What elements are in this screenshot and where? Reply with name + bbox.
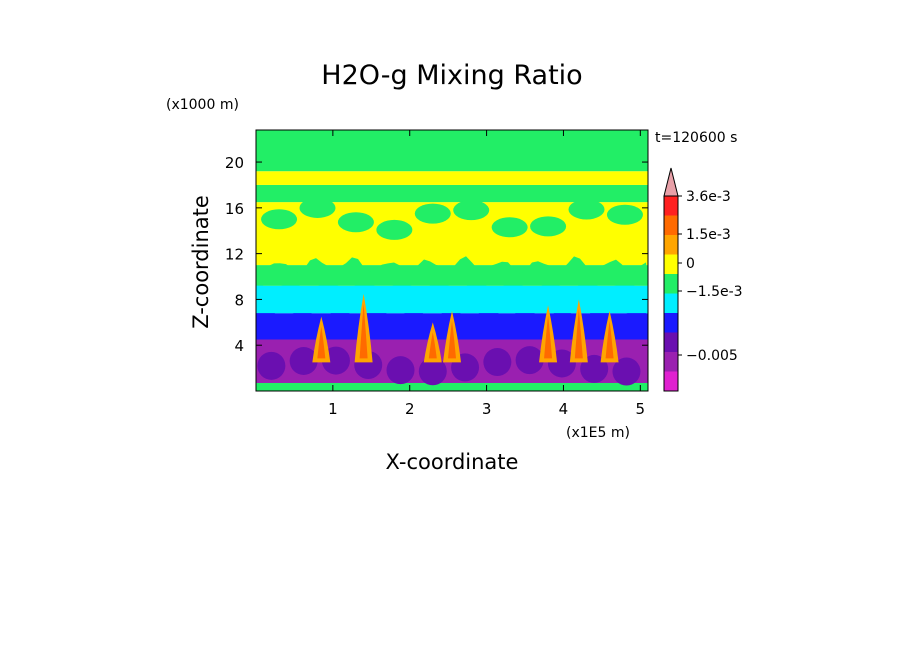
plume-core-6 [605, 320, 614, 359]
plot-frame [255, 129, 649, 392]
colorbar-frame [663, 195, 679, 392]
upper-pocket-4 [414, 203, 451, 224]
upper-pocket-3 [376, 219, 413, 240]
plume-core-5 [574, 309, 583, 359]
heatmap-plot [255, 129, 649, 392]
colorbar-label-3: −1.5e-3 [686, 284, 743, 300]
chart-title: H2O-g Mixing Ratio [321, 60, 582, 91]
colorbar-label-1: 1.5e-3 [686, 227, 731, 243]
colorbar-level-3 [664, 235, 678, 255]
y-unit-label: (x1000 m) [166, 97, 239, 113]
colorbar-level-6 [664, 293, 678, 313]
x-axis: 1 2 3 4 5 [328, 130, 645, 418]
colorbar-level-1 [664, 196, 678, 216]
colorbar-level-8 [664, 332, 678, 352]
band-6 [256, 184, 648, 203]
x-tick-label-1: 2 [405, 400, 415, 418]
y-axis-label: Z-coordinate [189, 195, 213, 329]
upper-pocket-2 [337, 212, 374, 233]
blob-11 [612, 357, 641, 386]
x-tick-label-4: 5 [636, 400, 646, 418]
colorbar-level-4 [664, 254, 678, 274]
upper-pocket-8 [568, 199, 605, 220]
x-tick-label-2: 3 [482, 400, 492, 418]
plume-core-2 [428, 332, 437, 359]
blob-4 [386, 356, 415, 385]
y-tick-label-2: 12 [225, 246, 244, 264]
colorbar-level-5 [664, 274, 678, 294]
band-8 [256, 130, 648, 172]
x-tick-label-0: 1 [328, 400, 338, 418]
y-tick-label-0: 4 [234, 337, 244, 355]
upper-pocket-5 [453, 200, 490, 221]
plume-core-1 [359, 303, 368, 359]
interface-wave-1 [256, 277, 648, 314]
colorbar: 3.6e-3 1.5e-3 0 −1.5e-3 −0.005 [663, 167, 743, 392]
band-0 [256, 382, 648, 391]
colorbar-level-7 [664, 313, 678, 333]
y-tick-label-1: 8 [234, 291, 244, 309]
upper-pocket-1 [299, 197, 336, 218]
plume-core-3 [448, 320, 456, 359]
y-tick-label-4: 20 [225, 154, 244, 172]
interface-wave-2 [256, 256, 648, 286]
time-label: t=120600 s [655, 130, 737, 146]
colorbar-level-10 [664, 371, 678, 391]
upper-pocket-6 [491, 217, 528, 238]
blob-8 [515, 346, 544, 375]
x-unit-label: (x1E5 m) [566, 425, 630, 441]
colorbar-label-0: 3.6e-3 [686, 189, 731, 205]
plume-core-4 [544, 315, 553, 359]
upper-pocket-7 [530, 216, 567, 237]
plume-core-0 [317, 326, 326, 359]
colorbar-level-9 [664, 352, 678, 372]
blob-1 [289, 346, 318, 375]
y-axis: 4 8 12 16 20 [225, 154, 648, 355]
colorbar-arrow [663, 167, 679, 197]
blob-7 [483, 348, 512, 377]
band-7 [256, 171, 648, 185]
colorbar-level-2 [664, 215, 678, 235]
y-tick-label-3: 16 [225, 200, 244, 218]
x-axis-label: X-coordinate [386, 450, 519, 474]
x-tick-label-3: 4 [559, 400, 569, 418]
upper-pocket-0 [261, 209, 298, 230]
blob-0 [257, 351, 286, 380]
upper-pocket-9 [606, 204, 643, 225]
colorbar-label-4: −0.005 [686, 348, 738, 364]
blob-5 [418, 357, 447, 386]
colorbar-label-2: 0 [686, 256, 695, 272]
